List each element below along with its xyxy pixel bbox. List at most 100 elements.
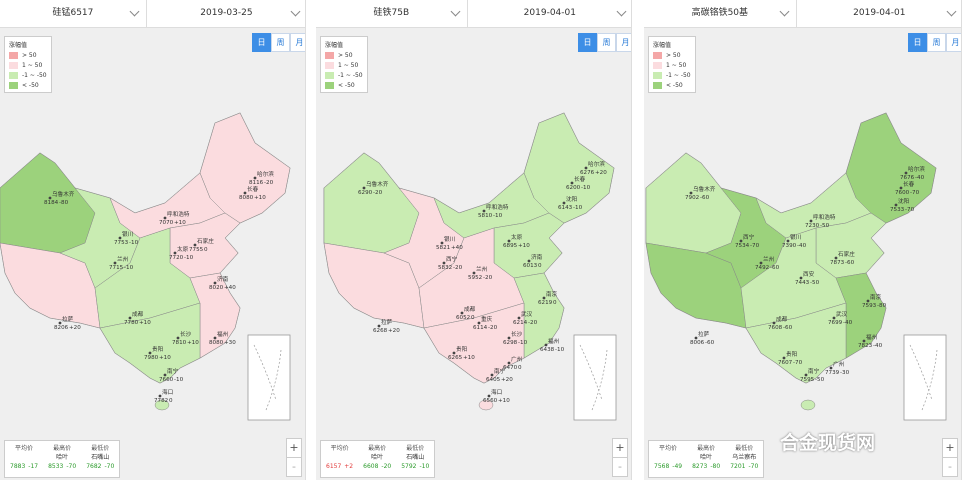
city-change: -60 [783, 325, 793, 331]
city-dot [148, 351, 152, 355]
zoom-button[interactable]: - [943, 457, 957, 476]
legend-item: > 50 [325, 52, 363, 59]
city-price: 7699 [828, 320, 843, 326]
product-select[interactable]: 高碳铬铁50基 [644, 0, 797, 27]
stat: 最高价 哈叶 6608 -20 [358, 441, 396, 477]
zoom-button[interactable]: - [287, 457, 301, 476]
legend-title: 涨幅值 [653, 42, 672, 49]
city-name: 南宁 [167, 367, 179, 375]
stat: 平均价 6157 +2 [321, 441, 358, 477]
legend-swatch [653, 62, 662, 69]
legend-item: 1 ~ 50 [325, 62, 363, 69]
city-price: 7980 [144, 355, 159, 361]
city-change: -50 [810, 280, 820, 286]
city-change: +20 [388, 328, 400, 334]
stat-label: 最高价 [697, 445, 716, 452]
city-dot [362, 186, 366, 190]
city-change: -10 [184, 255, 194, 261]
china-map [645, 112, 937, 411]
city-price: 5810 [478, 213, 493, 219]
period-button[interactable]: 周 [271, 33, 290, 52]
city-name: 济南 [217, 275, 229, 283]
stat-sub [326, 453, 353, 462]
stat-price: 7568 [654, 463, 670, 470]
province-region [323, 242, 425, 329]
stat-value: 8273 -80 [692, 462, 720, 471]
city-change: +10 [463, 355, 475, 361]
city-dot [213, 281, 217, 285]
city-dot [118, 236, 122, 240]
city-change: -60 [770, 265, 780, 271]
city-dot [487, 394, 491, 398]
period-button[interactable]: 日 [252, 33, 271, 52]
city-change: -10 [124, 265, 134, 271]
city-price: 7443 [795, 280, 810, 286]
stat-change: -49 [672, 463, 683, 470]
city-price: 7715 [109, 265, 124, 271]
stat: 最低价 乌兰察布 7201 -70 [725, 441, 763, 477]
stat-sub [654, 453, 682, 462]
date-select[interactable]: 2019-03-25 [200, 8, 253, 18]
city-name: 哈尔滨 [908, 165, 925, 173]
city-dot [544, 343, 548, 347]
product-select[interactable]: 硅铁75B [316, 0, 468, 27]
city-name: 银川 [790, 233, 801, 241]
legend-label: < -50 [666, 82, 683, 89]
city-dot [834, 256, 838, 260]
legend-item: < -50 [653, 82, 691, 89]
legend-label: > 50 [666, 52, 681, 59]
zoom-button[interactable]: + [615, 441, 625, 454]
period-button[interactable]: 月 [946, 33, 961, 52]
stat-sub: 哈叶 [700, 454, 713, 461]
city-change: -60 [705, 340, 715, 346]
city-price: 6114 [473, 325, 488, 331]
date-select[interactable]: 2019-04-01 [853, 8, 906, 18]
period-button[interactable]: 月 [616, 33, 631, 52]
city-change: -40 [873, 343, 883, 349]
city-name: 海口 [162, 388, 173, 396]
stats-box: 平均价 7568 -49 最高价哈叶 8273 -80 最低价 乌兰察布 7201 -70 [648, 440, 765, 478]
legend-label: < -50 [22, 82, 39, 89]
stat-label: 最低价 [91, 445, 110, 452]
city-dot [904, 171, 908, 175]
city-change: 0 [553, 300, 557, 306]
stat-change: -17 [28, 463, 39, 470]
zoom-button[interactable]: - [613, 457, 627, 476]
zoom-control: + - [612, 438, 628, 477]
city-price: 7810 [172, 340, 187, 346]
zoom-button[interactable]: + [289, 441, 299, 454]
city-name: 贵阳 [786, 350, 798, 358]
city-dot [562, 201, 566, 205]
city-price: 7533 [890, 207, 905, 213]
city-name: 武汉 [836, 310, 848, 318]
period-button[interactable]: 周 [597, 33, 616, 52]
city-name: 石家庄 [838, 250, 855, 258]
legend-item: > 50 [9, 52, 47, 59]
city-change: -20 [483, 275, 493, 281]
city-change: -70 [793, 360, 803, 366]
product-select[interactable]: 硅锰6517 [0, 0, 147, 27]
date-select[interactable]: 2019-04-01 [523, 8, 576, 18]
city-change: -20 [264, 180, 274, 186]
city-dot [894, 203, 898, 207]
legend-swatch [9, 62, 18, 69]
province-region [645, 152, 742, 254]
period-button[interactable]: 日 [908, 33, 927, 52]
city-price: 6438 [540, 347, 555, 353]
city-price: 7230 [805, 223, 820, 229]
city-change: +10 [139, 320, 151, 326]
period-button[interactable]: 日 [578, 33, 597, 52]
watermark: 合金现货网 [780, 432, 876, 454]
city-dot [58, 321, 62, 325]
zoom-button[interactable]: + [945, 441, 955, 454]
stat-label: 平均价 [659, 445, 678, 452]
city-name: 拉萨 [62, 315, 74, 323]
period-button[interactable]: 周 [927, 33, 946, 52]
stat-label: 最高价 [368, 445, 387, 452]
city-name: 银川 [444, 235, 455, 243]
city-change: +30 [224, 340, 236, 346]
city-dot [490, 373, 494, 377]
period-button[interactable]: 月 [290, 33, 305, 52]
city-dot [689, 191, 693, 195]
china-map [323, 112, 615, 411]
